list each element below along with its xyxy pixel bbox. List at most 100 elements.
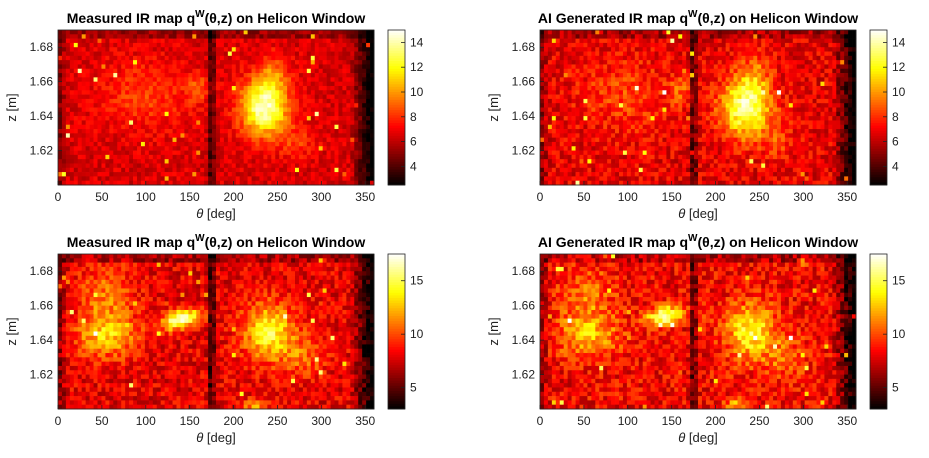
heatmap-cell [180, 47, 185, 52]
heatmap-cell [749, 55, 754, 61]
heatmap-cell [563, 55, 568, 61]
heatmap-cell [160, 60, 165, 65]
heatmap-cell [705, 90, 711, 95]
heatmap-cell [765, 34, 770, 39]
heatmap-cell [737, 116, 742, 121]
heatmap-cell [346, 34, 351, 39]
heatmap-cell [298, 172, 304, 177]
heatmap-cell [674, 81, 679, 87]
heatmap-cell [816, 68, 821, 74]
heatmap-cell [176, 30, 181, 35]
heatmap-cell [599, 51, 604, 57]
heatmap-cell [694, 55, 699, 61]
heatmap-cell [773, 111, 778, 117]
heatmap-cell [725, 103, 730, 108]
heatmap-cell [188, 55, 193, 61]
heatmap-cell [654, 60, 659, 65]
heatmap-cell [599, 47, 604, 52]
heatmap-cell [287, 172, 292, 177]
heatmap-cell [674, 73, 679, 78]
heatmap-cell [176, 120, 181, 126]
heatmap-cell [287, 81, 292, 87]
heatmap-cell [219, 137, 225, 143]
heatmap-cell [314, 64, 320, 70]
heatmap-cell [334, 133, 339, 138]
heatmap-cell [156, 176, 162, 182]
heatmap-cell [808, 68, 813, 74]
heatmap-cell [65, 163, 71, 169]
heatmap-cell [678, 68, 683, 74]
heatmap-cell [658, 38, 663, 44]
heatmap-cell [342, 64, 347, 70]
heatmap-cell [607, 42, 612, 48]
heatmap-cell [208, 64, 213, 70]
heatmap-cell [81, 77, 86, 83]
heatmap-cell [354, 172, 359, 177]
heatmap-cell [796, 124, 802, 130]
heatmap-cell [61, 47, 67, 52]
heatmap-cell [674, 64, 679, 70]
heatmap-cell [97, 137, 102, 143]
heatmap-cell [61, 180, 67, 186]
heatmap-cell [824, 81, 829, 87]
heatmap-cell [804, 98, 809, 104]
heatmap-cell [611, 47, 616, 52]
heatmap-cell [77, 55, 83, 61]
heatmap-cell [698, 98, 703, 104]
heatmap-cell [267, 141, 272, 147]
heatmap-cell [113, 172, 118, 177]
colorbar-segment [388, 99, 405, 103]
heatmap-cell [729, 98, 734, 104]
heatmap-cell [239, 64, 244, 70]
heatmap-cell [298, 141, 304, 147]
heatmap-cell [346, 154, 351, 160]
heatmap-cell [247, 137, 252, 143]
heatmap-cell [117, 172, 122, 177]
heatmap-cell [543, 103, 549, 108]
heatmap-cell [540, 68, 545, 74]
heatmap-cell [812, 116, 817, 121]
heatmap-cell [208, 81, 213, 87]
heatmap-cell [362, 176, 367, 182]
heatmap-cell [283, 146, 288, 151]
heatmap-cell [540, 47, 545, 52]
heatmap-cell [662, 42, 667, 48]
heatmap-cell [73, 34, 79, 39]
heatmap-cell [334, 77, 339, 83]
heatmap-cell [559, 116, 565, 121]
heatmap-cell [251, 103, 256, 108]
heatmap-cell [298, 146, 304, 151]
heatmap-cell [638, 124, 644, 130]
heatmap-cell [705, 124, 711, 130]
heatmap-cell [674, 77, 679, 83]
heatmap-cell [338, 111, 343, 117]
heatmap-cell [654, 30, 659, 35]
heatmap-cell [144, 34, 150, 39]
heatmap-cell [555, 64, 561, 70]
heatmap-cell [156, 38, 162, 44]
heatmap-cell [725, 34, 730, 39]
colorbar-segment [388, 71, 405, 75]
heatmap-cell [686, 124, 691, 130]
heatmap-cell [144, 141, 150, 147]
heatmap-cell [137, 159, 142, 164]
heatmap-cell [129, 120, 134, 126]
heatmap-cell [583, 129, 588, 134]
heatmap-cell [622, 38, 628, 44]
heatmap-cell [65, 180, 71, 186]
heatmap-cell [243, 90, 248, 95]
heatmap-cell [784, 38, 790, 44]
heatmap-cell [599, 111, 604, 117]
colorbar-segment [388, 42, 405, 46]
heatmap-cell [81, 107, 86, 113]
heatmap-cell [223, 154, 229, 160]
heatmap-cell [792, 94, 798, 100]
heatmap-cell [721, 85, 726, 91]
heatmap-cell [69, 159, 75, 164]
heatmap-cell [330, 172, 335, 177]
heatmap-cell [555, 116, 561, 121]
heatmap-cell [148, 98, 154, 104]
heatmap-cell [682, 47, 687, 52]
heatmap-cell [354, 180, 359, 186]
chart-title-main: Measured IR map q [67, 10, 195, 26]
